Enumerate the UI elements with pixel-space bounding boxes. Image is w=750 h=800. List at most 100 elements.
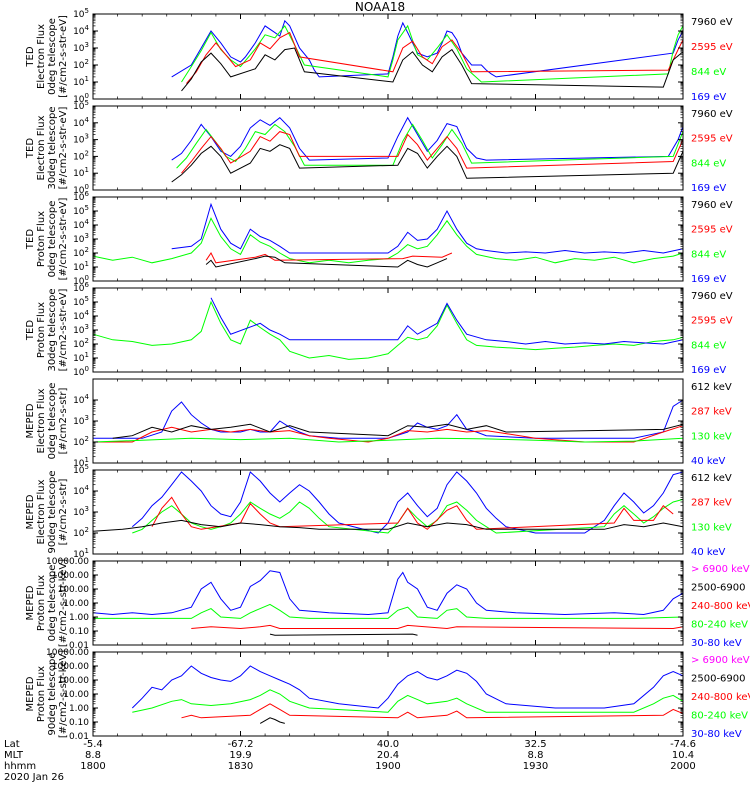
y-axis-label-line: [#/cm2-s-str-eV] — [58, 15, 69, 98]
y-tick-label: 101 — [73, 166, 89, 179]
legend-item: 2595 eV — [691, 316, 733, 327]
y-tick-label: 104 — [73, 393, 89, 406]
y-tick-label: 1.00 — [69, 704, 89, 714]
x-axis — [92, 470, 684, 554]
lat-tick-label: -74.6 — [670, 739, 696, 750]
legend: 612 keV 287 keV 130 keV 40 keV — [691, 473, 732, 558]
panel-6: 101 102 103 104 105 MEPEDElectron Flux90deg t… — [25, 463, 732, 560]
legend: 612 keV 287 keV 130 keV 40 keV — [691, 382, 732, 467]
traces — [171, 19, 684, 92]
legend-item: 844 eV — [691, 249, 726, 260]
y-tick-label: 0.01 — [69, 732, 89, 742]
series-line-2 — [176, 123, 684, 169]
time-tick-label: 1800 — [80, 761, 105, 772]
y-tick-label: 102 — [73, 526, 89, 539]
traces — [92, 202, 684, 268]
x-axis — [92, 288, 684, 372]
y-tick-label: 100.00 — [58, 585, 90, 595]
legend-item: 130 keV — [691, 522, 732, 533]
series-line-4 — [171, 144, 684, 183]
series-line-4 — [112, 423, 684, 439]
series-line-2 — [171, 202, 684, 254]
y-tick-label: 105 — [73, 99, 89, 112]
legend-item: 169 eV — [691, 183, 726, 194]
chart-title: NOAA18 — [355, 0, 405, 14]
legend-item: 7960 eV — [691, 291, 733, 302]
y-axis-label-line: 30deg telescope — [47, 288, 58, 371]
y-axis-label-line: [#/cm2-s-str-eV] — [58, 107, 69, 190]
panel-8: 0.010.101.0010.00100.001000.0010000.00ME… — [25, 648, 750, 742]
series-line-3 — [191, 624, 684, 630]
y-axis-label-line: [#/cm2-s-str-keV] — [58, 650, 69, 738]
legend-item: 40 keV — [691, 456, 725, 467]
legend-item: 2595 eV — [691, 134, 733, 145]
y-tick-label: 101 — [73, 260, 89, 273]
y-tick-label: 101 — [73, 351, 89, 364]
y-tick-label: 101 — [73, 75, 89, 88]
time-tick-label: 2000 — [670, 761, 695, 772]
plot-frame — [92, 469, 684, 555]
y-axis-label-line: Proton Flux — [36, 575, 47, 631]
y-tick-label: 105 — [73, 7, 89, 20]
legend-item: 30-80 keV — [691, 729, 742, 740]
y-axis: 100 101 102 103 104 105 — [73, 99, 683, 196]
y-axis-label-line: 90deg telescope — [47, 652, 58, 735]
y-axis-label: TEDElectron Flux30deg telescope[#/cm2-s-… — [25, 106, 69, 189]
y-tick-label: 102 — [73, 58, 89, 71]
panel-5: 101 102 103 104 MEPEDElectron Flux0deg teles… — [25, 378, 732, 469]
y-axis-label: MEPEDElectron Flux90deg telescope[#/cm2-… — [25, 470, 69, 553]
legend: > 6900 keV 2500-6900 240-800 keV 80-240 keV… — [691, 564, 750, 649]
mlt-tick-label: 8.8 — [528, 750, 544, 761]
legend-item: 2595 eV — [691, 42, 733, 53]
y-tick-label: 0.10 — [69, 627, 89, 637]
legend-item: 844 eV — [691, 158, 726, 169]
panel-7: 0.010.101.0010.00100.001000.0010000.00ME… — [25, 557, 750, 651]
y-tick-label: 1.00 — [69, 613, 89, 623]
y-axis-label: MEPEDProton Flux90deg telescope[#/cm2-s-… — [25, 650, 69, 738]
y-tick-label: 10.00 — [63, 690, 89, 700]
y-axis-label-line: Proton Flux — [36, 211, 47, 267]
legend-item: 40 keV — [691, 547, 725, 558]
legend: 7960 eV 2595 eV 844 eV 169 eV — [691, 109, 733, 194]
y-tick-label: 106 — [73, 190, 89, 203]
time-tick-label: 1900 — [375, 761, 400, 772]
legend: 7960 eV 2595 eV 844 eV 169 eV — [691, 17, 733, 103]
legend-item: 2500-6900 — [691, 583, 746, 594]
series-line-2 — [93, 425, 684, 443]
y-axis-label: MEPEDProton Flux0deg telescope[#/cm2-s-s… — [25, 559, 69, 647]
y-axis: 0.01 0.10 1.00 10.00 100.00 1000.00 10000.00 — [46, 557, 683, 651]
y-tick-label: 103 — [73, 232, 89, 245]
y-tick-label: 102 — [73, 435, 89, 448]
x-axis — [92, 652, 684, 736]
y-tick-label: 103 — [73, 133, 89, 146]
series-line-1 — [93, 399, 684, 439]
legend-item: > 6900 keV — [691, 655, 750, 666]
y-tick-label: 104 — [73, 116, 89, 129]
mlt-tick-label: 8.8 — [85, 750, 101, 761]
plot-frame — [92, 378, 684, 464]
y-tick-label: 100 — [73, 183, 89, 196]
y-tick-label: 1000.00 — [52, 662, 89, 672]
y-axis: 101 102 103 104 105 — [73, 463, 683, 560]
series-line-2 — [210, 297, 684, 345]
panel-1: 100 101 102 103 104 105 TEDElectron Flux0deg t… — [25, 7, 733, 105]
y-tick-label: 1000.00 — [52, 571, 89, 581]
y-tick-label: 106 — [73, 281, 89, 294]
legend-item: 80-240 keV — [691, 620, 748, 631]
y-axis-label-line: MEPED — [25, 403, 36, 438]
legend-item: 7960 eV — [691, 200, 733, 211]
plot-frame — [92, 196, 684, 282]
series-line-3 — [181, 703, 684, 719]
y-tick-label: 103 — [73, 505, 89, 518]
y-axis-label-line: [#/cm2-s-str] — [58, 387, 69, 454]
footer-row-label: 2020 Jan 26 — [4, 772, 64, 783]
series-line-4 — [181, 47, 684, 92]
x-axis — [92, 379, 684, 463]
legend-item: 169 eV — [691, 274, 726, 285]
y-axis-label: TEDProton Flux0deg telescope[#/cm2-s-str… — [25, 198, 69, 281]
legend-item: 844 eV — [691, 340, 726, 351]
y-tick-label: 104 — [73, 484, 89, 497]
series-line-1 — [92, 570, 684, 616]
legend-item: 240-800 keV — [691, 692, 750, 703]
